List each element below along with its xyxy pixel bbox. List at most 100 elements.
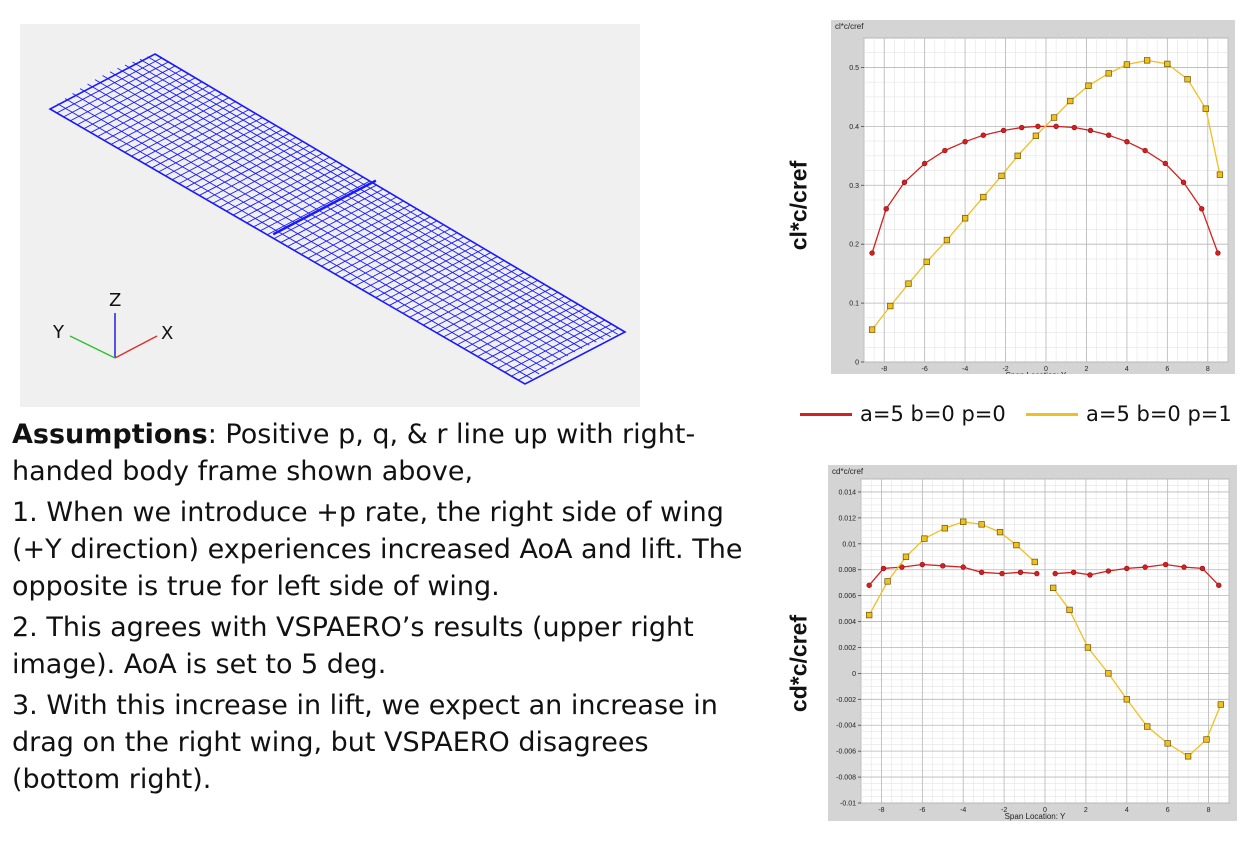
data-point <box>868 326 876 333</box>
y-tick-label: 0.3 <box>849 183 859 190</box>
series-line-0 <box>868 563 1037 586</box>
data-point <box>1203 736 1210 743</box>
x-tick-label: 2 <box>1084 366 1088 373</box>
legend-swatch-p0 <box>800 412 852 416</box>
data-point <box>1034 570 1040 577</box>
wing-wireframe-view: Z Y X <box>20 24 640 407</box>
chart-title: cd*c/cref <box>832 467 864 476</box>
data-point <box>943 236 951 244</box>
data-point <box>980 193 987 201</box>
legend-label-p1: a=5 b=0 p=1 <box>1086 402 1232 426</box>
data-point <box>998 172 1005 179</box>
data-point <box>919 561 926 568</box>
legend-item-p1: a=5 b=0 p=1 <box>1026 402 1232 426</box>
data-point <box>1164 740 1171 747</box>
x-tick-label: 8 <box>1207 807 1211 814</box>
cl-chart: cl*c/cref -8 -6 -4 -2 0 2 4 6 8 0 0.1 0.2 0.3 0.4 0.5 Sp… <box>831 20 1235 374</box>
data-point <box>1013 541 1020 549</box>
data-point <box>1050 114 1058 121</box>
y-tick-label: 0.5 <box>849 65 859 72</box>
series-line-0 <box>871 125 1219 254</box>
x-tick-label: 4 <box>1125 366 1129 373</box>
wing-kink-line <box>272 179 377 236</box>
data-point <box>880 565 887 572</box>
data-point <box>1067 97 1074 105</box>
data-point <box>1216 582 1222 588</box>
data-point <box>1199 206 1205 212</box>
data-point <box>941 525 948 532</box>
y-tick-label: 0 <box>852 671 856 678</box>
data-point <box>1216 171 1224 178</box>
data-point <box>960 564 966 570</box>
data-point <box>869 250 875 256</box>
x-axis-title: Span Location: Y <box>1006 371 1067 374</box>
assumptions-heading: Assumptions <box>12 419 208 450</box>
wing-outline <box>48 53 627 385</box>
wing-mesh-drawing: Z Y X <box>48 53 627 385</box>
data-point <box>1032 132 1040 139</box>
assumptions-paragraph: Assumptions: Positive p, q, & r line up … <box>12 416 752 490</box>
y-tick-label: 0.006 <box>838 593 856 600</box>
legend-swatch-p1 <box>1026 412 1078 416</box>
cd-chart: cd*c/cref -8 -6 -4 -2 0 2 4 6 8 -0.01 -0.008 -0.006 -… <box>828 465 1237 821</box>
point-1: 1. When we introduce +p rate, the right … <box>12 497 743 602</box>
data-point <box>1202 105 1209 112</box>
data-point <box>1000 127 1007 134</box>
data-point <box>1053 123 1059 130</box>
series-line-0 <box>1055 563 1220 586</box>
data-point <box>1084 644 1092 651</box>
data-point <box>962 138 968 145</box>
legend-item-p0: a=5 b=0 p=0 <box>800 402 1006 426</box>
data-point <box>1144 723 1151 730</box>
y-tick-label: 0.008 <box>838 567 856 574</box>
y-tick-label: -0.01 <box>840 801 856 808</box>
x-tick-label: 0 <box>1043 807 1047 814</box>
x-tick-label: 4 <box>1125 807 1129 814</box>
data-point <box>996 528 1004 536</box>
y-tick-label: 0.004 <box>838 619 856 626</box>
data-point <box>1031 558 1038 566</box>
data-point <box>866 582 872 588</box>
y-tick-label: 0.002 <box>838 645 856 652</box>
cd-chart-svg: cd*c/cref -8 -6 -4 -2 0 2 4 6 8 -0.01 -0.008 -0.006 -… <box>832 467 1230 821</box>
y-tick-label: 0.01 <box>842 541 856 548</box>
x-tick-label: -6 <box>922 366 928 373</box>
series-line-1 <box>1052 587 1222 758</box>
x-axis-line <box>114 335 158 359</box>
data-point <box>980 132 987 138</box>
data-point <box>901 179 908 186</box>
data-point <box>1123 61 1131 68</box>
data-point <box>1199 565 1206 572</box>
data-point <box>1019 124 1025 131</box>
data-point <box>1164 60 1171 68</box>
data-point <box>1087 127 1094 134</box>
data-point <box>978 521 985 528</box>
data-point <box>1035 123 1041 130</box>
x-tick-label: -4 <box>960 807 966 814</box>
y-tick-label: 0 <box>855 360 859 367</box>
x-tick-label: -8 <box>881 366 887 373</box>
data-point <box>1184 753 1192 760</box>
x-tick-label: 6 <box>1165 366 1169 373</box>
cd-side-label: cd*c/cref <box>785 614 812 713</box>
data-point <box>866 611 873 619</box>
data-point <box>1105 70 1112 77</box>
data-point <box>1105 132 1112 138</box>
point-3: 3. With this increase in lift, we expect… <box>12 690 718 795</box>
x-tick-label: 0 <box>1044 366 1048 373</box>
data-point <box>1217 701 1224 708</box>
x-axis-title: Span Location: Y <box>1005 812 1066 821</box>
data-point <box>1070 569 1077 576</box>
data-point <box>1180 179 1187 186</box>
y-tick-label: -0.008 <box>836 775 856 782</box>
x-tick-label: 2 <box>1084 807 1088 814</box>
data-point <box>978 569 985 576</box>
data-point <box>1105 670 1112 677</box>
data-point <box>1142 564 1148 570</box>
data-point <box>887 302 894 310</box>
y-tick-label: 0.2 <box>849 242 859 249</box>
y-tick-label: 0.012 <box>838 515 856 522</box>
data-point <box>940 563 946 569</box>
y-tick-label: 0.014 <box>838 489 856 496</box>
data-point <box>942 147 948 154</box>
